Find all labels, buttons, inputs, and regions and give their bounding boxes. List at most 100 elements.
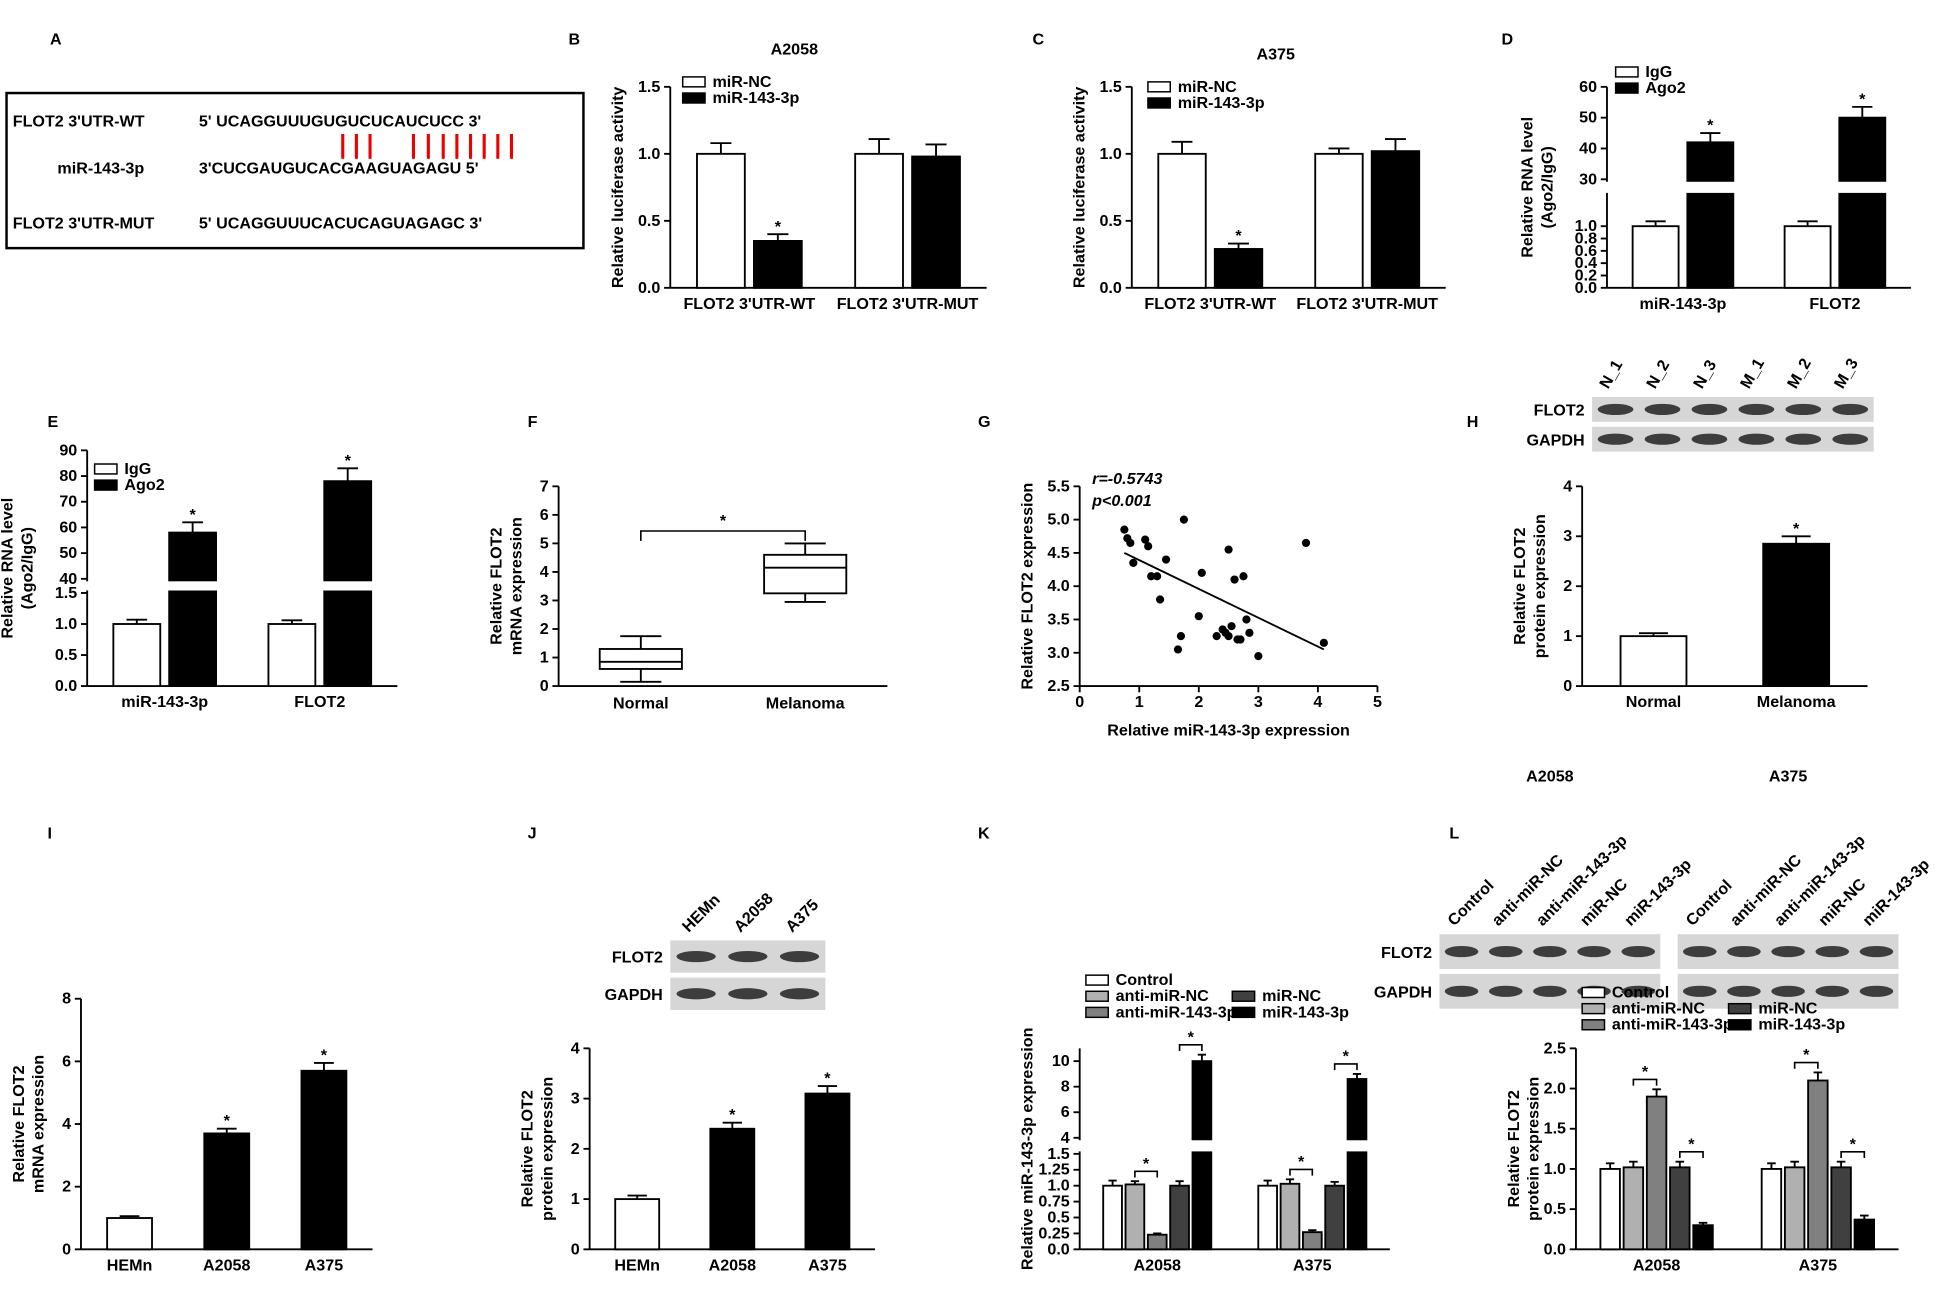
blot-row-label: FLOT2	[612, 949, 663, 967]
x-tick-label: A2058	[1133, 1256, 1181, 1274]
bar	[1631, 225, 1680, 289]
significance: *	[1642, 1063, 1649, 1081]
error-bar	[1308, 1229, 1317, 1233]
y-tick-label: 0.0	[1575, 279, 1597, 297]
significance-bracket	[640, 530, 807, 541]
blot-band	[1785, 433, 1822, 445]
error-bar	[1767, 1162, 1776, 1169]
row-sequence: 5' UCAGGUUUCACUCAGUAGAGC 3'	[199, 214, 482, 232]
error-bar	[1638, 632, 1669, 637]
error-bar	[1813, 1071, 1823, 1081]
panel-letter: F	[528, 413, 538, 431]
blot-band	[1597, 403, 1634, 415]
point	[1129, 558, 1138, 567]
y-tick-label: 1.0	[1544, 1160, 1566, 1178]
legend-swatch	[1581, 986, 1606, 999]
legend-label: miR-143-3p	[712, 89, 799, 107]
y-tick-label: 0.5	[1099, 212, 1121, 230]
lane-label: N_1	[1596, 357, 1626, 392]
significance: *	[321, 1046, 328, 1064]
error-bar	[1330, 1180, 1339, 1186]
significance: *	[1803, 1046, 1810, 1064]
bar	[1692, 1224, 1714, 1251]
error-bar	[1675, 1160, 1685, 1168]
y-tick-label: 0.8	[1575, 229, 1597, 247]
y-tick-label: 4	[62, 1115, 71, 1133]
y-tick-label: 1.25	[1038, 1161, 1069, 1179]
y-tick-label: 6	[62, 1052, 71, 1070]
lane-label: Control	[1444, 876, 1497, 929]
y-tick-label: 0.6	[1575, 242, 1597, 260]
legend-swatch	[93, 479, 118, 491]
y-tick-label: 4	[571, 1039, 580, 1057]
y-tick-label: 0.0	[1099, 279, 1121, 297]
y-axis-label: Relative FLOT2	[10, 1065, 28, 1182]
legend-swatch	[681, 92, 706, 104]
point	[1147, 572, 1156, 581]
error-bar	[1352, 1072, 1362, 1080]
legend-swatch	[681, 76, 706, 88]
y-tick-label: 8	[62, 990, 71, 1008]
error-bar	[119, 1215, 140, 1219]
legend-label: IgG	[1645, 63, 1672, 81]
bar	[1669, 1166, 1691, 1251]
axis-break	[79, 581, 400, 591]
y-tick-label: 2	[1563, 577, 1572, 595]
error-bar	[126, 618, 148, 625]
y-axis-label: Relative luciferase activity	[1071, 87, 1089, 289]
significance: *	[1235, 227, 1242, 245]
annotation: p<0.001	[1091, 492, 1152, 510]
x-tick-label: 3	[1254, 693, 1263, 711]
legend-swatch	[1614, 82, 1639, 94]
error-bar	[1700, 132, 1721, 143]
lane-label: A375	[782, 896, 822, 936]
error-bar	[1605, 1162, 1615, 1169]
legend-label: miR-143-3p	[1262, 1003, 1349, 1021]
y-tick-label: 10	[1052, 1052, 1070, 1070]
y-tick-label: 3	[540, 591, 549, 609]
significance-bracket	[1178, 1044, 1203, 1052]
bar	[106, 1217, 153, 1251]
bar	[1760, 1168, 1783, 1251]
bar	[1169, 1184, 1190, 1251]
legend-label: miR-NC	[1178, 78, 1237, 96]
blot-band	[1577, 945, 1611, 958]
significance: *	[189, 506, 196, 524]
lane-label: M_1	[1737, 355, 1768, 391]
bar	[1783, 1166, 1806, 1251]
x-tick-label: HEMn	[614, 1256, 660, 1274]
y-tick-label: 2.5	[1047, 677, 1069, 695]
blot-row-label: GAPDH	[1374, 983, 1432, 1001]
lane-label: N_2	[1643, 357, 1673, 392]
legend-label: anti-miR-NC	[1116, 987, 1209, 1005]
point	[1120, 525, 1129, 534]
bar	[614, 1198, 661, 1251]
y-axis-label: protein expression	[1525, 1077, 1543, 1221]
blot-strip	[1592, 426, 1874, 452]
y-tick-label: 3	[1563, 527, 1572, 545]
significance: *	[824, 1070, 831, 1088]
y-tick-label: 3	[571, 1090, 580, 1108]
blot-band	[1815, 945, 1850, 958]
blot-band	[1832, 403, 1869, 415]
x-tick-label: A375	[1293, 1256, 1332, 1274]
bar	[1838, 116, 1887, 289]
y-axis-label: (Ago2/IgG)	[1538, 146, 1556, 228]
x-tick-label: FLOT2 3'UTR-WT	[683, 295, 815, 313]
point	[1236, 635, 1245, 644]
bar	[1146, 1233, 1168, 1251]
axis-break	[1072, 1140, 1393, 1152]
error-bar	[925, 143, 947, 157]
panel-letter: J	[528, 825, 537, 843]
y-tick-label: 0.5	[1544, 1200, 1566, 1218]
bar	[854, 152, 904, 289]
x-axis-label: Relative miR-143-3p expression	[1107, 722, 1350, 740]
x-tick-label: 4	[1313, 693, 1322, 711]
error-bar	[1629, 1160, 1638, 1168]
significance: *	[775, 218, 782, 236]
y-tick-label: 4	[1563, 477, 1572, 495]
bar	[300, 1069, 348, 1251]
y-tick-label: 0	[62, 1240, 71, 1258]
bar	[696, 152, 746, 289]
